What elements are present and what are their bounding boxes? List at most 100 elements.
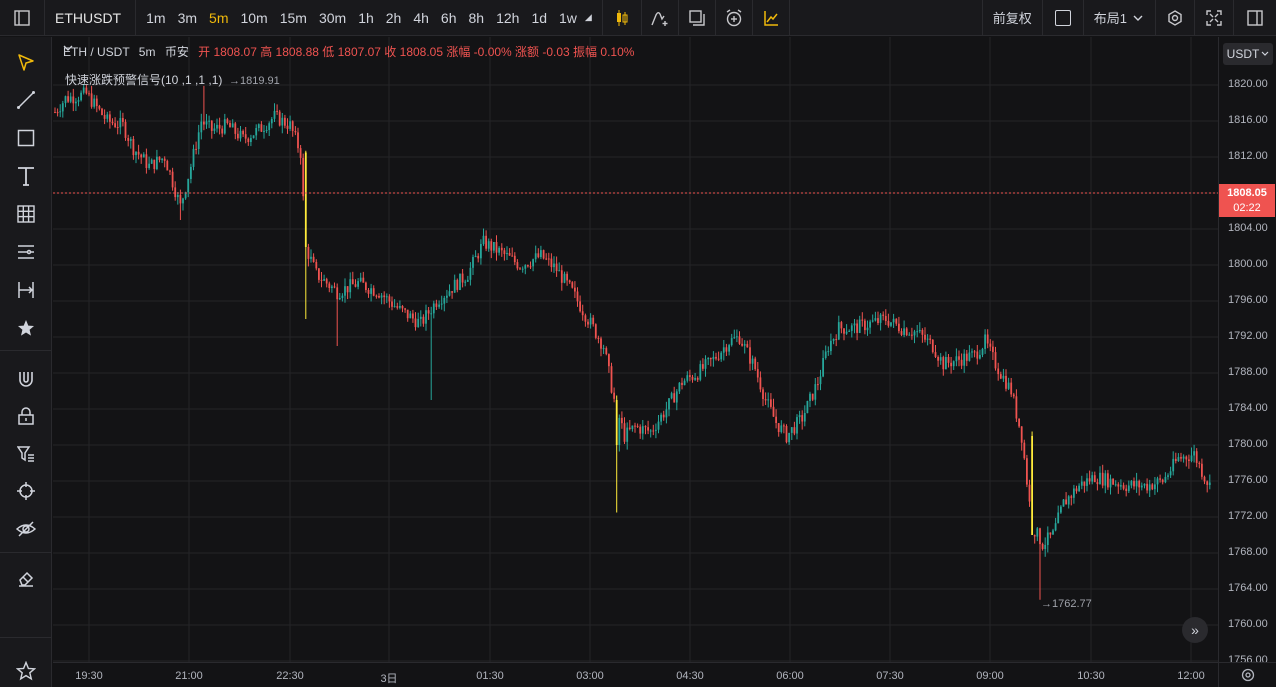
price-scale[interactable]: USDT 1820.001816.001812.001808.001804.00… <box>1218 37 1276 666</box>
interval-6h[interactable]: 6h <box>440 9 457 26</box>
indicator-label[interactable]: 快速涨跌预警信号(10 ,1 ,1 ,1) <box>65 73 223 87</box>
candle <box>608 353 610 373</box>
candle <box>137 144 140 160</box>
grid-pattern-icon[interactable] <box>0 196 52 232</box>
candle <box>1125 484 1128 497</box>
candle <box>1007 377 1010 390</box>
interval-2h[interactable]: 2h <box>385 9 402 26</box>
fib-lines-icon[interactable] <box>0 234 52 270</box>
candle <box>260 121 263 132</box>
trend-line-icon[interactable] <box>0 82 52 118</box>
legend-symbol: ETH / USDT <box>63 45 130 59</box>
candle <box>736 329 738 343</box>
fullscreen-icon[interactable] <box>1195 0 1233 36</box>
indicators-icon[interactable] <box>642 0 678 36</box>
candle <box>328 281 331 293</box>
magnet-icon[interactable] <box>0 361 52 397</box>
candle <box>158 156 161 163</box>
collapse-chevron-icon[interactable] <box>63 43 73 53</box>
candle <box>513 252 516 266</box>
candle <box>529 261 532 269</box>
interval-1w[interactable]: 1w <box>559 9 577 26</box>
adjust-button[interactable]: 前复权 <box>992 11 1032 26</box>
candle <box>75 98 77 111</box>
scroll-to-realtime-button[interactable]: » <box>1182 617 1208 643</box>
interval-15m[interactable]: 15m <box>279 9 307 26</box>
scale-settings-icon[interactable] <box>1218 662 1276 687</box>
candle <box>594 323 597 340</box>
divider <box>1082 0 1084 36</box>
interval-1d[interactable]: 1d <box>531 9 548 26</box>
candle <box>1028 479 1031 507</box>
sidebar-toggle-icon[interactable] <box>0 0 44 36</box>
candle <box>480 239 482 265</box>
text-tool-icon[interactable] <box>0 158 52 194</box>
candle <box>874 311 877 322</box>
candle <box>877 311 879 326</box>
interval-1m[interactable]: 1m <box>146 9 166 26</box>
candle <box>281 113 284 134</box>
symbol-search-button[interactable]: ETHUSDT <box>55 9 122 26</box>
candle <box>1012 392 1015 399</box>
candle <box>487 238 490 252</box>
favorites-star-icon[interactable] <box>0 310 52 346</box>
interval-dropdown-icon[interactable]: ◢ <box>584 12 592 22</box>
alarm-icon[interactable] <box>716 0 752 36</box>
candle <box>715 352 717 361</box>
candle <box>1036 527 1039 542</box>
interval-10m[interactable]: 10m <box>240 9 268 26</box>
interval-30m[interactable]: 30m <box>318 9 347 26</box>
candle <box>200 113 203 140</box>
settings-icon[interactable] <box>1156 0 1194 36</box>
candle <box>69 92 72 104</box>
right-panel-icon[interactable] <box>1234 0 1276 36</box>
eraser-icon[interactable] <box>0 560 52 596</box>
interval-5m[interactable]: 5m <box>209 9 229 26</box>
candle <box>344 278 346 303</box>
candle <box>916 325 919 338</box>
rectangle-icon[interactable] <box>0 120 52 156</box>
candle <box>563 271 566 284</box>
price-tick: 1776.00 <box>1228 474 1268 486</box>
layout-dropdown[interactable]: 布局1 <box>1084 0 1155 36</box>
interval-3m[interactable]: 3m <box>177 9 198 26</box>
interval-8h[interactable]: 8h <box>468 9 485 26</box>
measure-icon[interactable] <box>0 272 52 308</box>
interval-12h[interactable]: 12h <box>496 9 520 26</box>
interval-4h[interactable]: 4h <box>413 9 429 26</box>
candle <box>905 327 908 337</box>
compare-icon[interactable] <box>679 0 715 36</box>
candle <box>615 395 618 513</box>
crosshair-icon[interactable] <box>0 473 52 509</box>
candle <box>790 427 793 440</box>
time-tick: 3日 <box>380 673 398 685</box>
candle <box>1143 483 1146 489</box>
currency-selector[interactable]: USDT <box>1223 43 1273 65</box>
candlestick-chart[interactable] <box>53 37 1218 662</box>
price-tick: 1788.00 <box>1228 366 1268 378</box>
time-tick: 07:30 <box>876 670 904 682</box>
filter-icon[interactable] <box>0 436 52 472</box>
favorite-outline-star-icon[interactable] <box>0 653 52 687</box>
candle <box>270 117 273 129</box>
lock-icon[interactable] <box>0 398 52 434</box>
candle-style-icon[interactable] <box>603 0 641 36</box>
time-scale[interactable]: 19:30 21:00 22:30 3日 01:30 03:00 04:30 06:00 07:… <box>53 662 1218 687</box>
candle <box>1060 505 1062 514</box>
candle <box>641 420 644 440</box>
candle <box>751 355 754 371</box>
candle <box>981 347 984 358</box>
cursor-icon[interactable] <box>0 44 52 80</box>
candle <box>741 338 743 347</box>
strategy-icon[interactable] <box>753 0 789 36</box>
candle <box>493 242 495 254</box>
divider <box>677 0 679 36</box>
time-tick: 06:00 <box>776 670 804 682</box>
price-tick: 1784.00 <box>1228 402 1268 414</box>
hide-eye-icon[interactable] <box>0 511 52 547</box>
fullscreen-checkbox[interactable] <box>1054 9 1071 26</box>
time-tick: 19:30 <box>75 670 103 682</box>
chart-pane[interactable]: ETH / USDT 5m 币安 开 1808.07 高 1808.88 低 1… <box>53 37 1218 662</box>
candle <box>1096 478 1099 491</box>
interval-1h[interactable]: 1h <box>358 9 374 26</box>
